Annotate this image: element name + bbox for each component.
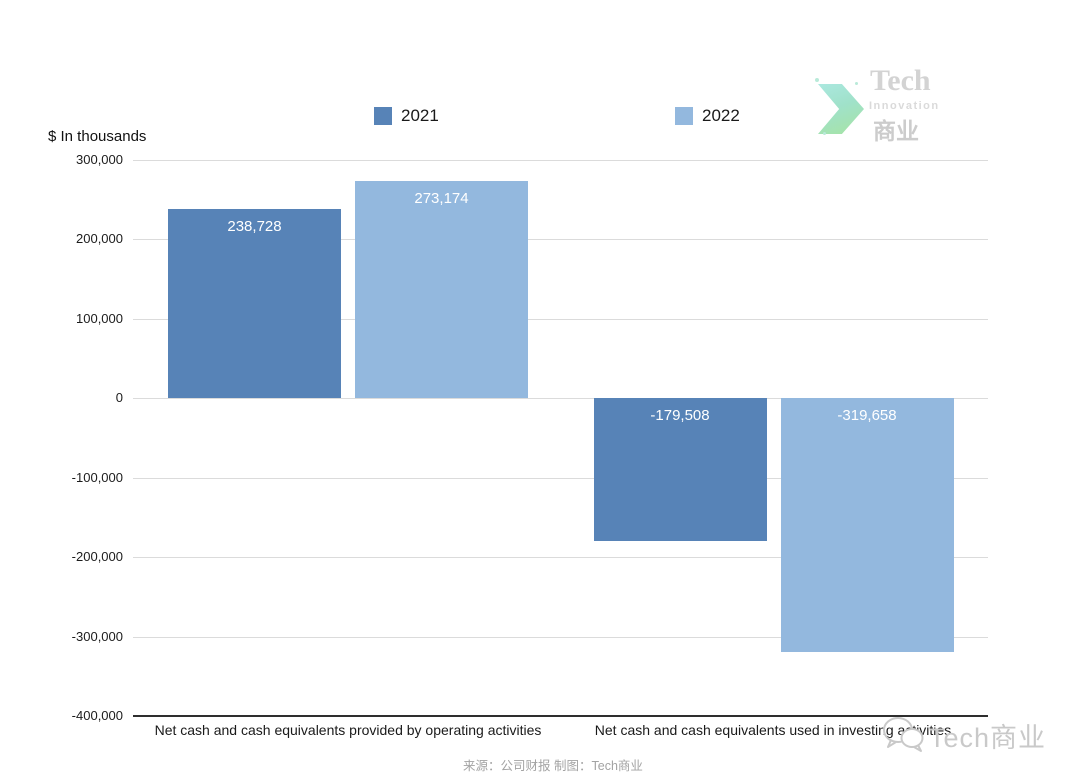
y-tick-label--300,000: -300,000 [71,628,123,644]
legend-item-2021: 2021 [374,106,439,126]
y-tick-label-200,000: 200,000 [76,231,123,247]
bar-value-label: -319,658 [837,407,897,425]
logo-dot [815,78,819,82]
x-category-label-operating: Net cash and cash equivalents provided b… [154,722,542,738]
legend-swatch-2022 [675,107,693,125]
y-tick-label-100,000: 100,000 [76,310,123,326]
y-tick-label-300,000: 300,000 [76,152,123,167]
y-axis-unit-label: $ In thousands [48,128,147,145]
brand-logo: Tech Innovation 商业 [815,60,1040,148]
bar-value-label: -179,508 [650,407,710,425]
x-axis-line [133,715,988,717]
gridline--300,000 [133,636,988,638]
logo-text-shangye: 商业 [873,118,919,144]
source-credit-text: 来源：公司财报 制图：Tech商业 [463,759,643,773]
bar-2022-operating: 273,174 [355,181,528,399]
bar-value-label: 273,174 [414,190,469,208]
bar-2021-operating: 238,728 [168,208,341,399]
chevron-right-arrow-icon [818,84,864,134]
gridline-300,000 [133,160,988,161]
gridline--100,000 [133,477,988,479]
logo-text-innovation: Innovation [869,100,940,112]
y-tick-label-0: 0 [115,390,123,406]
gridline-100,000 [133,318,988,320]
legend-item-2022: 2022 [675,106,740,126]
gridline-200,000 [133,239,988,241]
watermark-text: Tech商业 [929,723,1047,753]
wechat-icon [883,717,924,752]
y-tick-label--400,000: -400,000 [71,708,123,723]
logo-text-tech: Tech [870,64,931,97]
y-tick-label--200,000: -200,000 [71,549,123,565]
gridline-0 [133,398,988,400]
legend-swatch-2021 [374,107,392,125]
legend-label-2021: 2021 [401,106,439,125]
plot-area: 238,728 -179,508 273,174 -319,658 [133,160,988,717]
bar-value-label: 238,728 [227,217,282,235]
y-tick-label--100,000: -100,000 [71,469,123,485]
bar-2022-investing: -319,658 [780,398,954,653]
logo-dot [855,82,858,85]
logo-dot [823,132,826,135]
bar-2021-investing: -179,508 [593,398,767,541]
legend-label-2022: 2022 [702,106,740,125]
gridline--200,000 [133,557,988,559]
x-category-label-investing: Net cash and cash equivalents used in in… [594,722,952,738]
watermark: Tech商业 [877,708,1067,760]
